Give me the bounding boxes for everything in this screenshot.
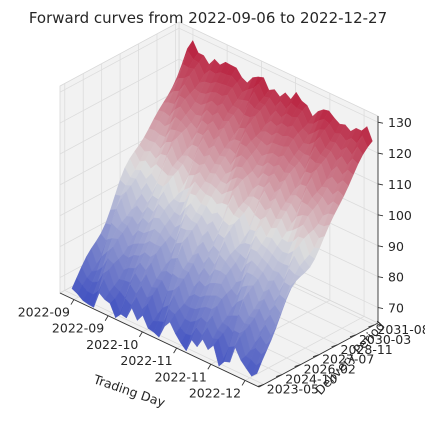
chart-title: Forward curves from 2022-09-06 to 2022-1… (29, 9, 387, 27)
x-tick-label: 2022-12 (189, 385, 241, 400)
z-tick-mark (377, 276, 384, 279)
x-tick-mark (207, 364, 212, 370)
y-tick-label: 2028-11 (341, 342, 393, 357)
z-tick-label: 120 (388, 146, 412, 161)
x-axis-line (59, 292, 260, 388)
z-tick-mark (377, 307, 384, 309)
x-tick-mark (139, 331, 143, 338)
y-tick-mark (276, 374, 283, 377)
y-tick-label: 2026-02 (304, 362, 356, 377)
z-tick-label: 80 (388, 270, 404, 285)
z-tick-label: 100 (388, 208, 412, 223)
x-tick-mark (104, 315, 109, 321)
x-tick-label: 2022-09 (18, 305, 70, 320)
y-tick-mark (331, 344, 338, 348)
surface-mesh (71, 40, 373, 377)
x-tick-label: 2022-10 (86, 337, 138, 352)
z-tick-mark (377, 214, 384, 217)
y-tick-mark (312, 354, 320, 358)
x-tick-mark (70, 299, 75, 305)
tick-labels: 2022-092022-092022-102022-112022-112022-… (18, 115, 425, 400)
y-tick-mark (349, 334, 357, 338)
x-tick-label: 2022-09 (52, 321, 104, 336)
y-tick-label: 2031-08 (377, 322, 425, 337)
z-tick-label: 110 (388, 177, 412, 192)
grid-line-y (64, 290, 264, 385)
grid-line-z (59, 89, 180, 155)
y-tick-label: 2027-07 (322, 352, 374, 367)
grid-line-x (244, 316, 365, 381)
y-tick-mark (257, 384, 264, 387)
x-tick-mark (173, 347, 177, 354)
grid-line-z (59, 27, 180, 93)
y-tick-label: 2030-03 (359, 332, 411, 347)
y-tick-label: 2023-05 (267, 381, 319, 396)
y-tick-label: 2024-10 (285, 372, 337, 387)
z-tick-mark (377, 245, 384, 248)
x-tick-label: 2022-11 (120, 353, 172, 368)
z-tick-label: 130 (388, 115, 412, 130)
y-tick-mark (294, 364, 301, 368)
z-tick-mark (377, 121, 384, 124)
y-tick-mark (368, 324, 375, 328)
z-tick-mark (377, 183, 384, 186)
grid-line-z (59, 58, 180, 124)
surface-patch (251, 360, 263, 377)
x-tick-label: 2022-11 (155, 369, 207, 384)
z-tick-mark (377, 152, 384, 155)
x-tick-mark (241, 380, 246, 386)
z-tick-label: 90 (388, 239, 404, 254)
grid-line-z (178, 27, 379, 123)
z-tick-label: 70 (388, 301, 404, 316)
